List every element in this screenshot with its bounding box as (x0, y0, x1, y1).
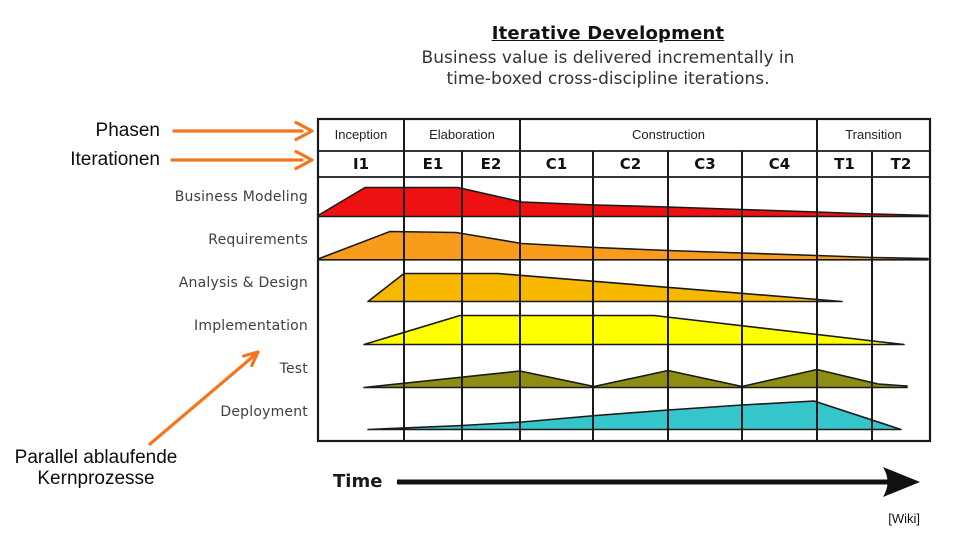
phase-header-construction: Construction (632, 127, 705, 142)
iterations-arrow (170, 149, 314, 171)
iteration-cell-e1: E1 (422, 155, 444, 173)
discipline-label-requirements: Requirements (208, 232, 308, 248)
page-title: Iterative Development (491, 23, 725, 44)
core-processes-line-2: Kernprozesse (37, 468, 155, 489)
phase-header-transition: Transition (845, 127, 902, 142)
phases-arrow (172, 120, 314, 142)
core-processes-label: Parallel ablaufende Kernprozesse (3, 447, 189, 489)
phase-header-elaboration: Elaboration (429, 127, 495, 142)
phase-header-inception: Inception (334, 127, 388, 142)
iteration-cell-c4: C4 (768, 155, 791, 173)
attribution-label: [Wiki] (888, 511, 920, 526)
discipline-label-deployment: Deployment (220, 404, 308, 420)
discipline-label-analysis-design: Analysis & Design (178, 275, 308, 291)
subtitle-line-2: time-boxed cross-discipline iterations. (446, 69, 770, 89)
hump-deployment (367, 400, 902, 431)
iterations-annotation-label: Iterationen (70, 149, 160, 170)
iteration-cell-i1: I1 (352, 155, 370, 173)
discipline-label-business-modeling: Business Modeling (174, 189, 308, 205)
iteration-cell-c3: C3 (694, 155, 716, 173)
core-processes-line-1: Parallel ablaufende (14, 447, 178, 468)
discipline-label-implementation: Implementation (194, 318, 308, 334)
hump-implementation (363, 314, 905, 346)
time-arrow (397, 467, 920, 497)
discipline-label-test: Test (279, 361, 308, 377)
iteration-cell-t2: T2 (890, 155, 912, 173)
hump-test (363, 368, 908, 389)
time-label: Time (333, 471, 383, 492)
phases-annotation-label: Phasen (95, 120, 160, 141)
hump-requirements (317, 230, 929, 261)
table-grid (316, 117, 932, 443)
core-processes-arrow (148, 350, 260, 446)
iteration-cell-c2: C2 (619, 155, 642, 173)
humps-layer (317, 186, 929, 431)
hump-business-modeling (317, 186, 929, 218)
subtitle-line-1: Business value is delivered incrementall… (421, 48, 795, 68)
iteration-cell-t1: T1 (834, 155, 855, 173)
iteration-cell-c1: C1 (545, 155, 568, 173)
iteration-cell-e2: E2 (480, 155, 502, 173)
hump-analysis-design (367, 272, 843, 303)
